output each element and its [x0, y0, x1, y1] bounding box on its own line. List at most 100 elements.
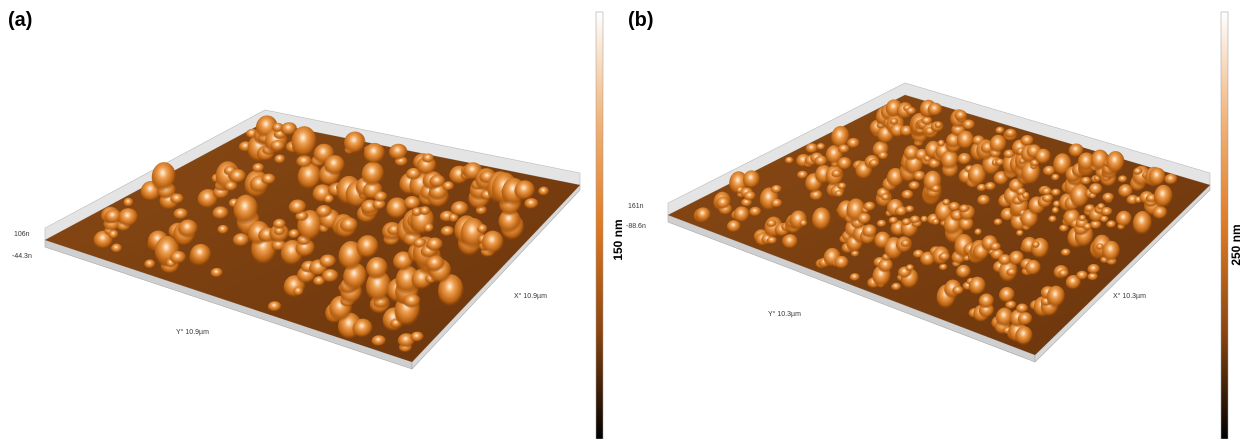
- surface-peak: [1079, 215, 1087, 222]
- surface-peak: [190, 244, 211, 267]
- z-max-label: 106n: [14, 231, 30, 238]
- surface-peak: [901, 190, 913, 200]
- surface-peak: [695, 207, 711, 223]
- surface-peak: [850, 273, 860, 281]
- surface-peak: [482, 231, 504, 256]
- surface-peak: [1106, 151, 1125, 175]
- surface-peak: [785, 157, 794, 165]
- surface-peak: [869, 159, 880, 168]
- surface-peak: [881, 194, 890, 202]
- surface-peak: [364, 143, 385, 165]
- surface-peak: [362, 162, 385, 188]
- surface-peak: [955, 110, 968, 121]
- surface-peak: [979, 294, 995, 310]
- surface-peak: [1116, 211, 1132, 228]
- surface-peak: [320, 255, 337, 269]
- surface-peak: [889, 217, 899, 225]
- surface-peak: [170, 193, 184, 204]
- surface-peak: [262, 174, 276, 186]
- surface-peak: [890, 118, 899, 126]
- surface-peak: [1025, 260, 1041, 276]
- surface-peak: [877, 220, 887, 228]
- surface-peak: [838, 182, 847, 190]
- surface-peak: [834, 256, 849, 270]
- surface-peak: [816, 143, 825, 151]
- panel-label: (a): [8, 9, 32, 31]
- surface-peak: [969, 277, 986, 297]
- surface-peak: [1118, 175, 1128, 183]
- surface-peak: [1016, 304, 1028, 314]
- surface-peak: [931, 185, 941, 193]
- surface-peak: [878, 152, 888, 161]
- color-scale-label: 150 nm: [611, 219, 625, 260]
- surface-peak: [422, 153, 434, 163]
- surface-peak: [1048, 216, 1056, 223]
- surface-peak: [372, 335, 387, 347]
- surface-peak: [1032, 241, 1040, 248]
- surface-peak: [901, 240, 911, 248]
- surface-peak: [424, 223, 434, 233]
- surface-peak: [111, 244, 122, 254]
- surface-peak: [744, 191, 756, 201]
- surface-peak: [538, 187, 549, 197]
- surface-peak: [956, 265, 971, 280]
- surface-peak: [324, 155, 345, 177]
- surface-peak: [928, 103, 943, 118]
- surface-peak: [1087, 264, 1100, 275]
- surface-peak: [935, 121, 943, 128]
- surface-peak: [218, 225, 229, 235]
- surface-peak: [749, 207, 761, 217]
- surface-peak: [273, 219, 286, 230]
- surface-peak: [1076, 271, 1088, 281]
- surface-peak: [1081, 177, 1092, 186]
- surface-peak: [316, 205, 332, 219]
- surface-peak: [274, 154, 285, 164]
- surface-peak: [229, 169, 246, 184]
- surface-peak: [1154, 185, 1173, 210]
- surface-peak: [268, 301, 282, 312]
- surface-peak: [905, 206, 914, 214]
- surface-peak: [783, 234, 798, 250]
- surface-peak: [173, 208, 188, 220]
- z-min-label: -88.6n: [626, 223, 646, 230]
- surface-peak: [1089, 183, 1103, 196]
- color-bar: [596, 12, 603, 439]
- surface-peak: [799, 220, 807, 227]
- surface-peak: [252, 163, 264, 173]
- surface-peak: [270, 140, 285, 152]
- surface-peak: [144, 259, 155, 269]
- surface-peak: [771, 185, 782, 194]
- surface-peak: [1101, 207, 1113, 217]
- surface-peak: [864, 202, 876, 212]
- surface-peak: [958, 153, 972, 166]
- surface-peak: [948, 202, 960, 212]
- surface-peak: [1164, 174, 1177, 186]
- surface-peak: [374, 191, 388, 202]
- surface-peak: [837, 157, 851, 171]
- surface-peak: [939, 252, 951, 262]
- surface-peak: [451, 201, 469, 217]
- surface-peak: [1005, 129, 1017, 139]
- surface-peak: [123, 198, 133, 208]
- surface-peak: [389, 144, 408, 161]
- surface-peak: [1061, 249, 1071, 257]
- surface-peak: [1102, 193, 1114, 203]
- surface-peak: [366, 257, 388, 281]
- y-axis-label: Y° 10.3µm: [768, 310, 801, 318]
- surface-peak: [291, 126, 316, 159]
- surface-peak: [891, 283, 901, 291]
- surface-peak: [410, 332, 424, 343]
- surface-peak: [340, 217, 358, 233]
- surface-peak: [909, 181, 921, 191]
- surface-peak: [170, 251, 186, 265]
- x-axis-label: X° 10.9µm: [514, 292, 547, 300]
- z-max-label: 161n: [628, 203, 644, 210]
- surface-peak: [322, 269, 339, 283]
- color-scale-label: 250 nm: [1229, 224, 1241, 265]
- surface-peak: [962, 119, 975, 130]
- surface-peak: [812, 207, 831, 232]
- surface-peak: [1047, 286, 1066, 309]
- surface-peak: [426, 238, 443, 253]
- surface-peak: [977, 195, 990, 206]
- surface-peak: [1035, 149, 1051, 166]
